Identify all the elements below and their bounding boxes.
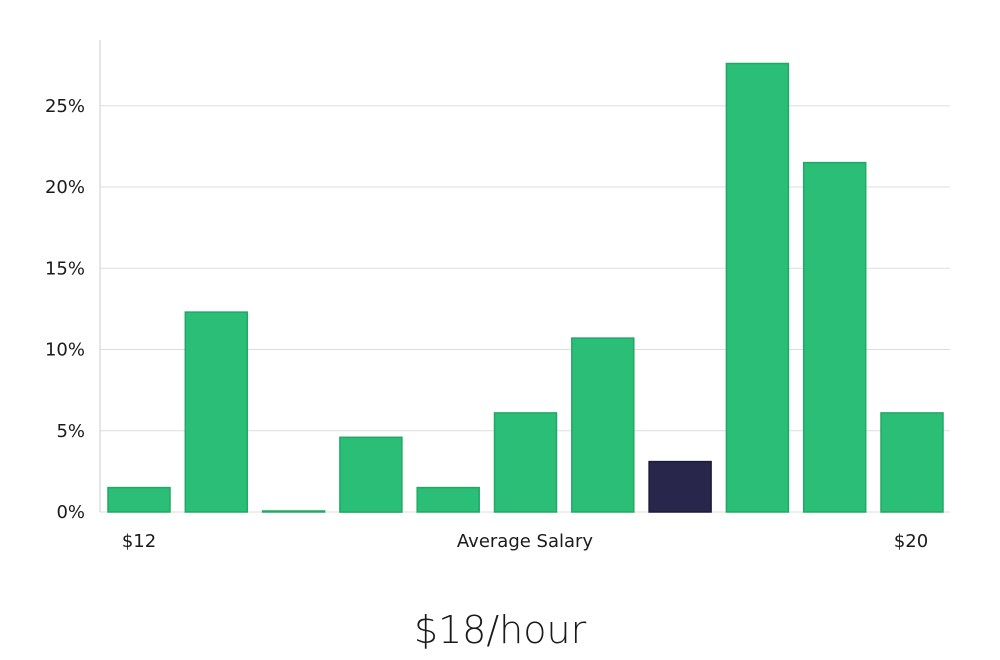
- bar: [339, 436, 403, 513]
- bar-highlighted: [648, 460, 712, 513]
- bar: [261, 510, 326, 513]
- x-axis-label: Average Salary: [457, 531, 594, 552]
- y-tick-labels: 0% 5% 10% 15% 20% 25%: [45, 96, 85, 523]
- bar: [571, 337, 635, 513]
- bar: [493, 412, 558, 513]
- y-tick-label: 15%: [45, 258, 85, 279]
- y-tick-label: 25%: [45, 96, 85, 117]
- bars: [107, 62, 944, 513]
- bar: [184, 311, 249, 513]
- y-tick-label: 10%: [45, 340, 85, 361]
- y-tick-label: 20%: [45, 177, 85, 198]
- x-start-label: $12: [122, 531, 156, 552]
- bar: [416, 486, 480, 513]
- bar: [880, 412, 944, 513]
- average-salary-value: $18/hour: [413, 608, 587, 652]
- y-tick-label: 5%: [56, 421, 85, 442]
- y-tick-label: 0%: [56, 502, 85, 523]
- bar: [802, 161, 867, 513]
- x-end-label: $20: [894, 531, 928, 552]
- bar: [725, 62, 790, 513]
- bar: [107, 486, 171, 513]
